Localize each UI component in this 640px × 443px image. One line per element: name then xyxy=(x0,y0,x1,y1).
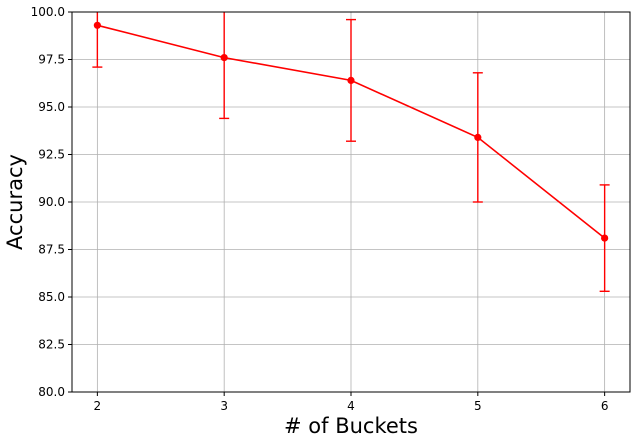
y-tick-label: 87.5 xyxy=(38,243,65,257)
y-axis-label: Accuracy xyxy=(3,154,27,250)
data-point xyxy=(347,76,355,84)
data-point xyxy=(93,21,101,29)
data-point xyxy=(220,54,228,62)
y-tick-label: 90.0 xyxy=(38,195,65,209)
y-tick-label: 80.0 xyxy=(38,385,65,399)
x-tick-label: 4 xyxy=(347,399,355,413)
data-point xyxy=(474,133,482,141)
data-point xyxy=(601,234,609,242)
y-tick-label: 95.0 xyxy=(38,100,65,114)
x-tick-labels: 2 3 4 5 6 xyxy=(94,392,609,413)
y-tick-label: 82.5 xyxy=(38,338,65,352)
y-tick-label: 85.0 xyxy=(38,290,65,304)
y-tick-label: 100.0 xyxy=(31,5,65,19)
y-tick-label: 97.5 xyxy=(38,53,65,67)
y-tick-labels: 80.0 82.5 85.0 87.5 90.0 92.5 95.0 97.5 100.0 xyxy=(31,5,72,399)
x-tick-label: 3 xyxy=(220,399,228,413)
x-tick-label: 5 xyxy=(474,399,482,413)
series-layer xyxy=(92,12,610,292)
x-axis-label: # of Buckets xyxy=(284,414,418,438)
y-tick-label: 92.5 xyxy=(38,148,65,162)
x-tick-label: 6 xyxy=(601,399,609,413)
x-tick-label: 2 xyxy=(94,399,102,413)
